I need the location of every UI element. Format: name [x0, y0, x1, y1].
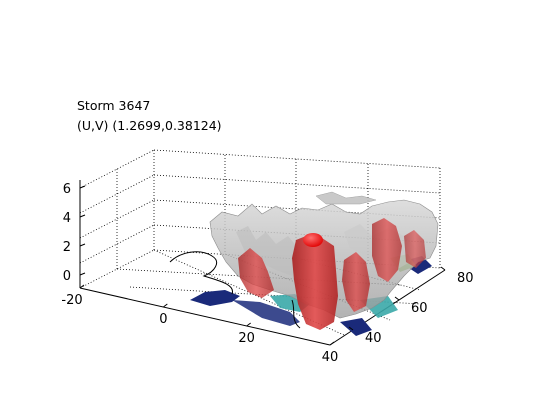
- grid-line: [79, 224, 155, 264]
- contour-line: [291, 299, 301, 329]
- x-tick-label: 20: [238, 331, 255, 346]
- grid-line: [79, 149, 155, 189]
- z-tick-mark: [79, 243, 86, 247]
- z-tick-label: 0: [63, 269, 71, 284]
- z-tick-label: 6: [63, 182, 71, 197]
- grid-line: [129, 286, 421, 305]
- ground-shadow: [232, 300, 300, 326]
- x-axis-ticks: -20 0 20 40: [61, 284, 339, 365]
- grid-line: [79, 199, 155, 239]
- x-tick-mark: [163, 303, 168, 308]
- red-column: [238, 248, 274, 298]
- contour-line: [169, 251, 233, 295]
- z-tick-label: 4: [63, 211, 71, 226]
- chart-subtitle: (U,V) (1.2699,0.38124): [77, 118, 222, 133]
- y-tick-label: 60: [411, 301, 428, 316]
- red-column: [342, 252, 370, 312]
- gray-surface-ridge: [236, 226, 302, 276]
- red-column: [404, 230, 426, 268]
- z-axis-ticks: 0 2 4 6: [63, 182, 86, 284]
- red-column: [372, 218, 402, 282]
- x-tick-mark: [246, 322, 251, 327]
- gray-surface-top: [315, 191, 377, 205]
- red-column: [292, 236, 338, 330]
- grid-line: [153, 174, 441, 194]
- red-isosurface: [238, 218, 426, 330]
- x-tick-mark: [79, 284, 85, 289]
- ground-shadow: [340, 318, 372, 336]
- x-tick-label: 40: [322, 350, 339, 365]
- x-axis-line: [79, 287, 331, 346]
- grid-line: [79, 174, 155, 214]
- chart-title: Storm 3647: [77, 98, 151, 113]
- y-tick-label: 80: [457, 271, 474, 286]
- z-tick-mark: [79, 272, 86, 276]
- grid-line: [153, 149, 441, 169]
- z-tick-label: 2: [63, 240, 71, 255]
- peak-marker: [303, 233, 323, 247]
- grid-line: [79, 249, 155, 289]
- z-tick-mark: [79, 185, 86, 189]
- ground-shadow: [190, 290, 240, 306]
- y-tick-mark: [394, 296, 400, 301]
- x-tick-label: -20: [61, 293, 82, 308]
- y-tick-mark: [440, 266, 446, 271]
- y-tick-mark: [348, 326, 354, 331]
- z-tick-mark: [79, 214, 86, 218]
- x-tick-mark: [329, 341, 335, 346]
- y-tick-label: 40: [365, 331, 382, 346]
- y-axis-ticks: 40 60 80: [348, 266, 474, 346]
- x-tick-label: 0: [159, 312, 167, 327]
